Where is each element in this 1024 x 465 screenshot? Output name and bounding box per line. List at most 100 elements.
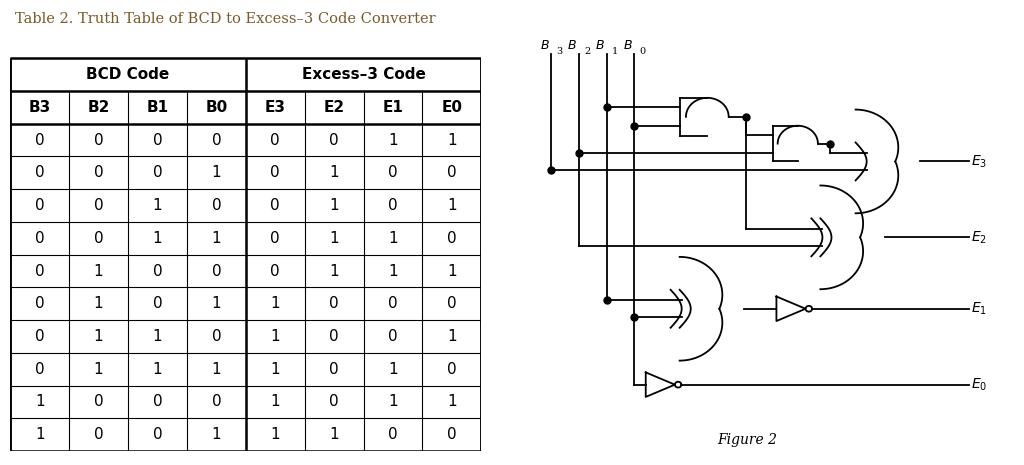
Text: 1: 1 (388, 231, 397, 246)
Text: Excess–3 Code: Excess–3 Code (302, 67, 425, 82)
Text: 0: 0 (447, 362, 457, 377)
Text: 1: 1 (94, 362, 103, 377)
Text: 0: 0 (153, 165, 162, 180)
Text: 0: 0 (270, 165, 280, 180)
Text: 0: 0 (447, 165, 457, 180)
Text: 1: 1 (330, 198, 339, 213)
Text: 1: 1 (270, 394, 280, 410)
Text: 0: 0 (388, 198, 397, 213)
Text: 0: 0 (270, 231, 280, 246)
Text: 0: 0 (212, 329, 221, 344)
Text: 1: 1 (212, 362, 221, 377)
Text: 0: 0 (35, 198, 44, 213)
Text: 0: 0 (330, 296, 339, 311)
Text: E1: E1 (383, 100, 403, 115)
Text: 0: 0 (94, 394, 103, 410)
Text: 1: 1 (611, 46, 618, 56)
Text: $B$: $B$ (540, 39, 550, 52)
Text: 0: 0 (330, 329, 339, 344)
Text: 0: 0 (447, 427, 457, 442)
Text: 1: 1 (94, 329, 103, 344)
Text: 3: 3 (556, 46, 563, 56)
Text: 1: 1 (35, 394, 44, 410)
Text: 1: 1 (153, 362, 162, 377)
Text: $E_1$: $E_1$ (971, 300, 987, 317)
Text: 0: 0 (94, 133, 103, 147)
Text: 1: 1 (388, 394, 397, 410)
Text: 0: 0 (447, 231, 457, 246)
Text: Table 2. Truth Table of BCD to Excess–3 Code Converter: Table 2. Truth Table of BCD to Excess–3 … (15, 12, 436, 26)
Text: 1: 1 (270, 296, 280, 311)
Text: $E_3$: $E_3$ (971, 153, 987, 170)
Text: 2: 2 (584, 46, 591, 56)
Text: 1: 1 (330, 165, 339, 180)
Text: $E_2$: $E_2$ (971, 229, 987, 246)
Text: 1: 1 (447, 329, 457, 344)
Text: 0: 0 (388, 427, 397, 442)
Text: 1: 1 (212, 231, 221, 246)
Text: 0: 0 (153, 296, 162, 311)
Text: BCD Code: BCD Code (86, 67, 170, 82)
Text: 1: 1 (330, 231, 339, 246)
Text: 1: 1 (270, 362, 280, 377)
Text: 0: 0 (35, 362, 44, 377)
Text: 1: 1 (153, 329, 162, 344)
Text: 0: 0 (35, 329, 44, 344)
Text: 0: 0 (388, 296, 397, 311)
Text: 0: 0 (447, 296, 457, 311)
Text: B2: B2 (87, 100, 110, 115)
Text: 0: 0 (330, 133, 339, 147)
Text: 0: 0 (212, 133, 221, 147)
Text: 1: 1 (270, 427, 280, 442)
Text: 0: 0 (388, 165, 397, 180)
Text: 1: 1 (35, 427, 44, 442)
Text: 0: 0 (35, 231, 44, 246)
Text: E0: E0 (441, 100, 463, 115)
Text: 1: 1 (388, 362, 397, 377)
Text: B3: B3 (29, 100, 51, 115)
Text: 0: 0 (388, 329, 397, 344)
Text: 1: 1 (447, 394, 457, 410)
Text: 1: 1 (212, 427, 221, 442)
Text: B1: B1 (146, 100, 169, 115)
Text: 0: 0 (639, 46, 645, 56)
Text: 1: 1 (153, 231, 162, 246)
Text: $E_0$: $E_0$ (971, 377, 987, 393)
Text: 1: 1 (447, 264, 457, 279)
Text: 1: 1 (94, 264, 103, 279)
Text: E3: E3 (264, 100, 286, 115)
Text: Figure 2: Figure 2 (718, 433, 777, 447)
Text: 1: 1 (94, 296, 103, 311)
Text: $B$: $B$ (567, 39, 578, 52)
Text: 0: 0 (270, 264, 280, 279)
Text: $B$: $B$ (623, 39, 633, 52)
Text: 0: 0 (94, 165, 103, 180)
Text: 0: 0 (35, 264, 44, 279)
Text: 0: 0 (94, 198, 103, 213)
Text: 0: 0 (35, 133, 44, 147)
Text: 1: 1 (330, 427, 339, 442)
Text: 0: 0 (212, 198, 221, 213)
Text: 1: 1 (270, 329, 280, 344)
Text: 1: 1 (330, 264, 339, 279)
Text: 0: 0 (330, 362, 339, 377)
Text: 1: 1 (447, 133, 457, 147)
Text: 0: 0 (153, 394, 162, 410)
Text: 1: 1 (153, 198, 162, 213)
Text: 0: 0 (153, 133, 162, 147)
Text: 1: 1 (388, 264, 397, 279)
Text: 1: 1 (212, 165, 221, 180)
Text: 1: 1 (447, 198, 457, 213)
Text: 0: 0 (94, 231, 103, 246)
Text: 1: 1 (212, 296, 221, 311)
Text: 0: 0 (270, 198, 280, 213)
Text: 0: 0 (35, 296, 44, 311)
Text: $B$: $B$ (595, 39, 605, 52)
Text: 0: 0 (212, 264, 221, 279)
Text: 0: 0 (153, 264, 162, 279)
Text: 0: 0 (212, 394, 221, 410)
Text: 0: 0 (330, 394, 339, 410)
Text: 1: 1 (388, 133, 397, 147)
Text: 0: 0 (35, 165, 44, 180)
Text: 0: 0 (153, 427, 162, 442)
